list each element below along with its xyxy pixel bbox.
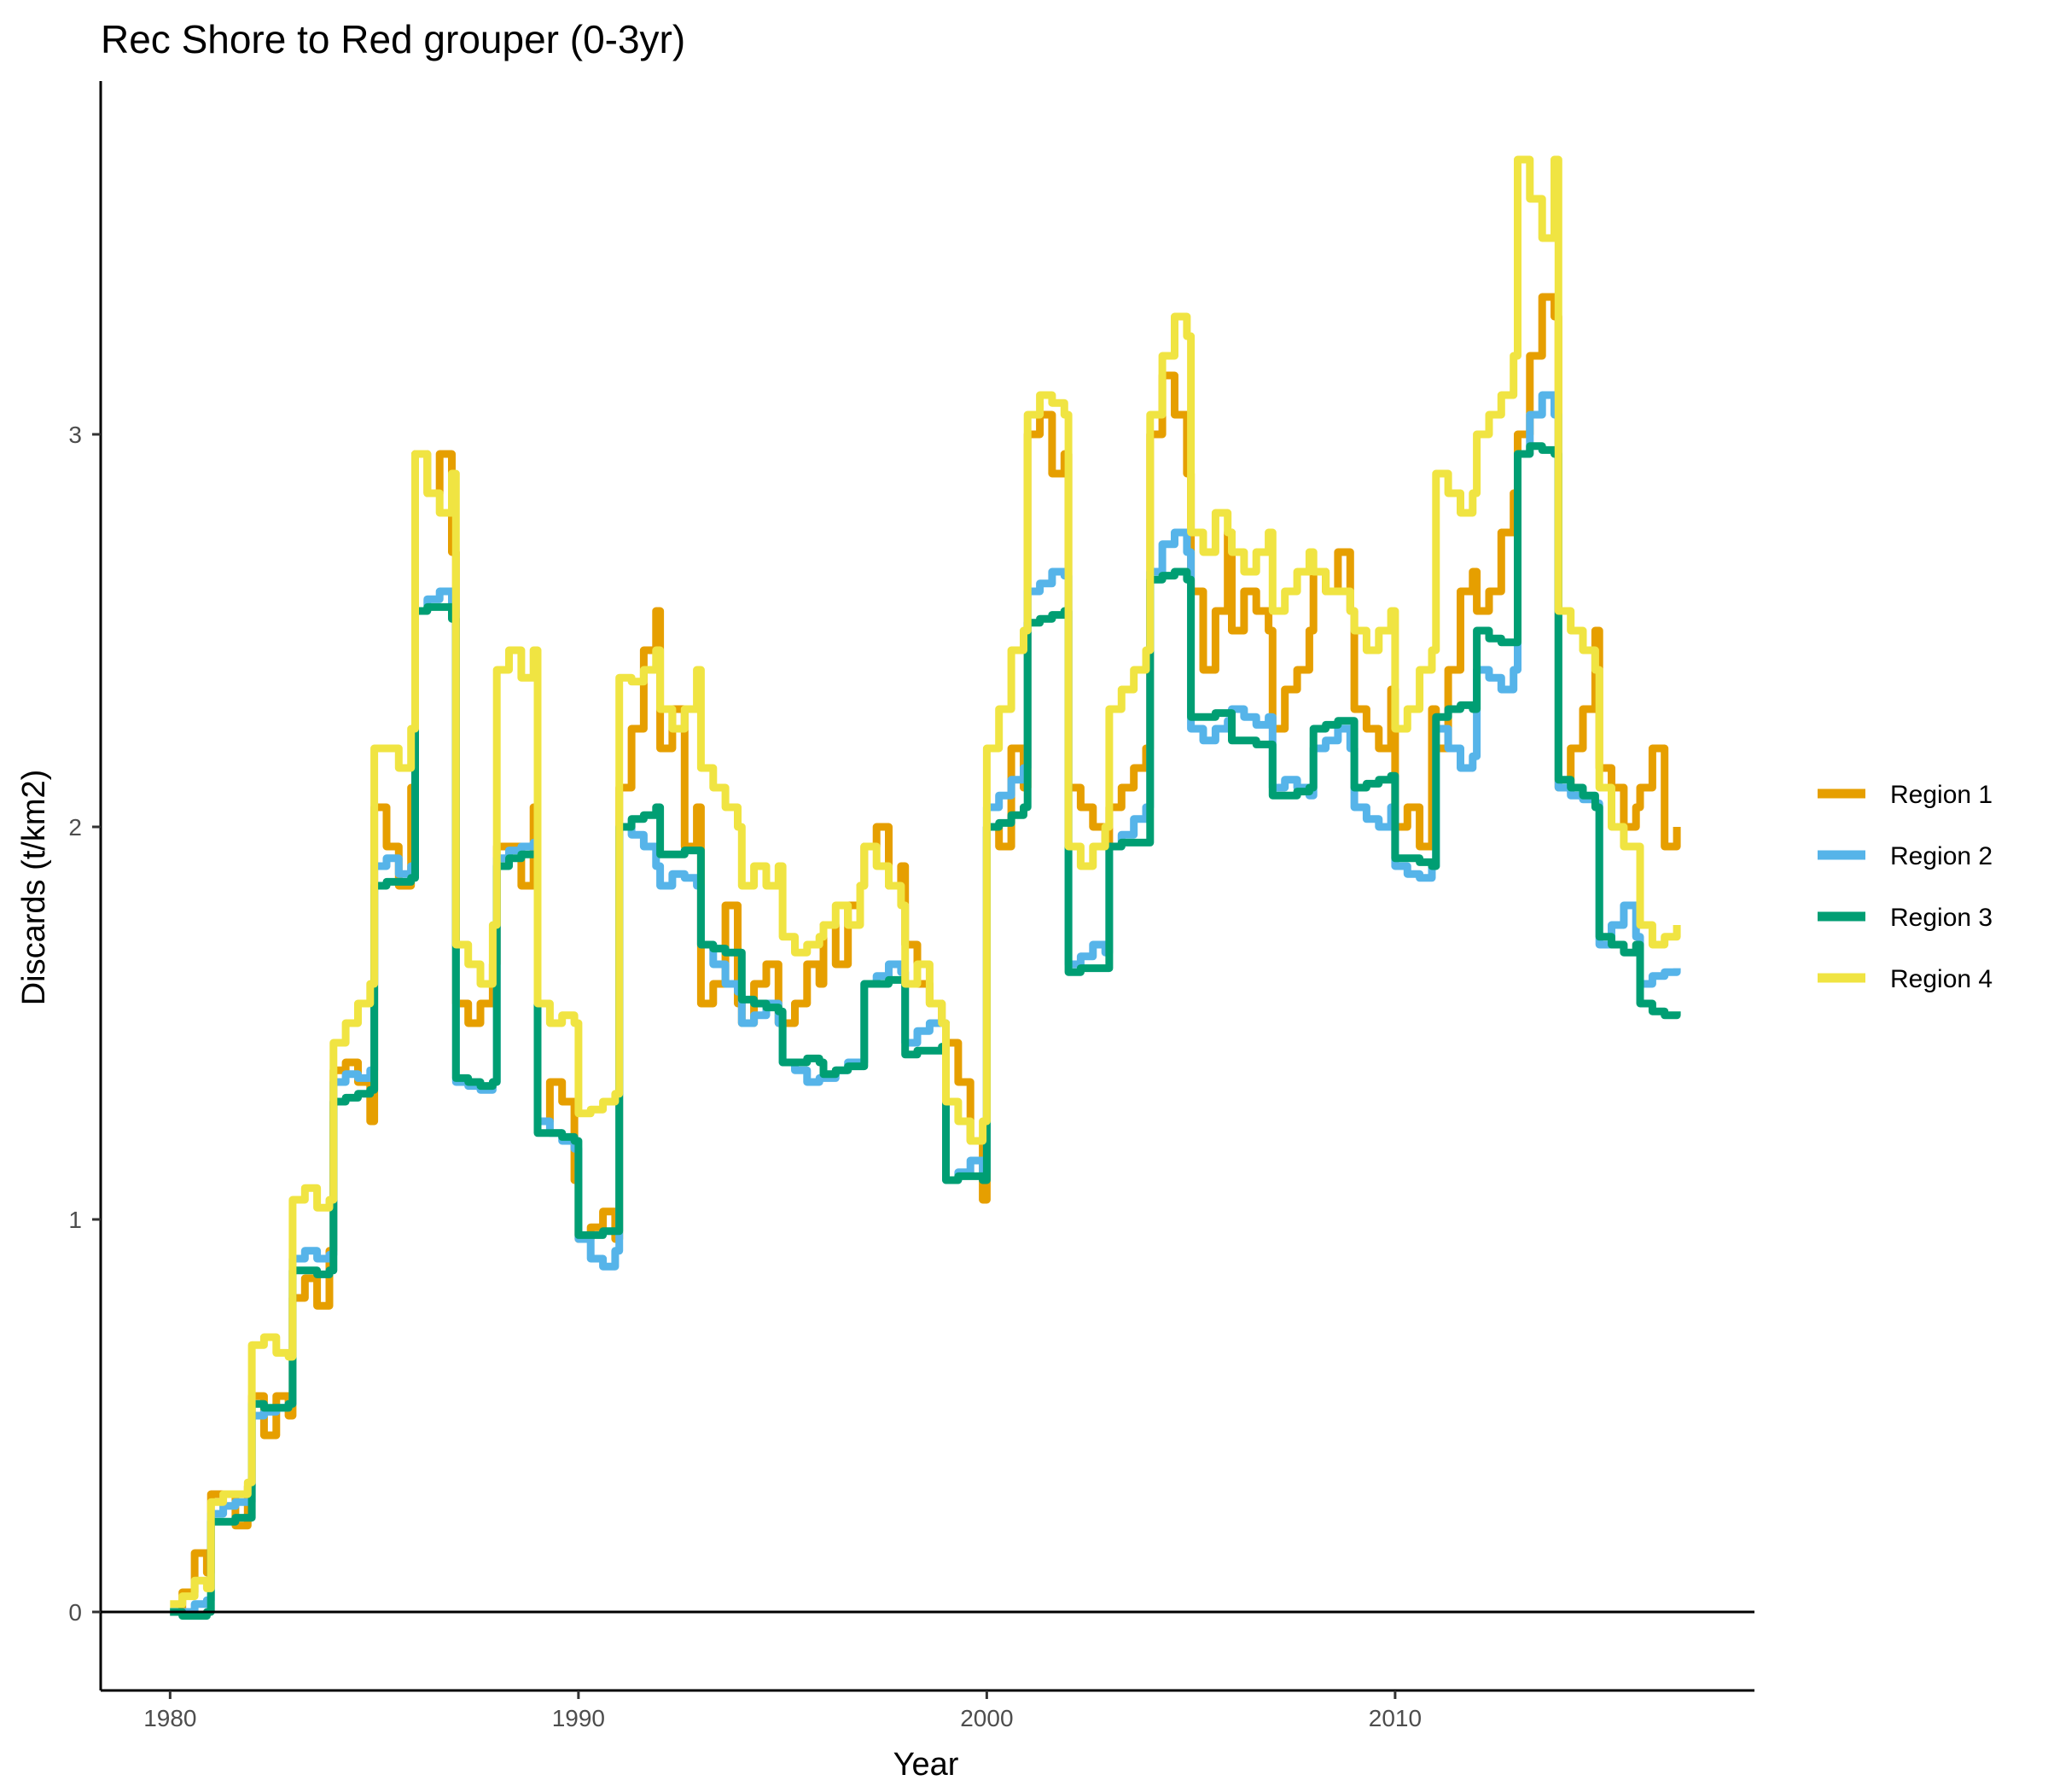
legend: Region 1 Region 2 Region 3 Region 4	[1818, 781, 1993, 993]
legend-label-region-4: Region 4	[1890, 965, 1993, 993]
x-tick-label: 2000	[960, 1705, 1013, 1731]
y-axis-ticks: 0 1 2 3	[68, 422, 101, 1626]
legend-label-region-1: Region 1	[1890, 781, 1993, 809]
series-line-region-4	[170, 155, 1681, 1609]
x-tick-label: 1990	[552, 1705, 605, 1731]
y-tick-label: 3	[68, 422, 82, 448]
y-tick-label: 1	[68, 1207, 82, 1233]
x-axis-ticks: 1980 1990 2000 2010	[143, 1690, 1422, 1731]
series-line-region-3	[170, 442, 1681, 1620]
series-layer	[170, 155, 1681, 1620]
y-axis-title: Discards (t/km2)	[16, 770, 52, 1006]
x-tick-label: 2010	[1369, 1705, 1422, 1731]
legend-label-region-3: Region 3	[1890, 904, 1993, 932]
x-tick-label: 1980	[143, 1705, 196, 1731]
chart-title: Rec Shore to Red grouper (0-3yr)	[101, 17, 685, 61]
x-axis-title: Year	[893, 1747, 959, 1783]
y-tick-label: 2	[68, 814, 82, 841]
y-tick-label: 0	[68, 1599, 82, 1626]
legend-label-region-2: Region 2	[1890, 842, 1993, 870]
